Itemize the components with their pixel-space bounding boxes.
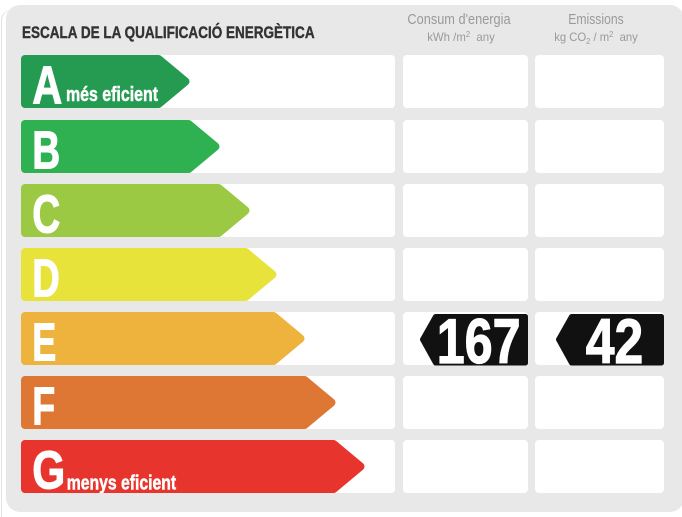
- svg-text:més eficient: més eficient: [66, 85, 158, 107]
- svg-text:menys eficient: menys eficient: [67, 473, 177, 494]
- svg-text:A: A: [32, 57, 62, 108]
- svg-text:D: D: [32, 249, 60, 300]
- svg-text:42: 42: [585, 313, 643, 367]
- svg-text:167: 167: [437, 313, 521, 367]
- svg-text:B: B: [32, 121, 60, 172]
- svg-text:C: C: [32, 185, 60, 236]
- svg-text:F: F: [32, 378, 55, 429]
- svg-text:G: G: [32, 442, 65, 493]
- svg-text:E: E: [32, 314, 56, 365]
